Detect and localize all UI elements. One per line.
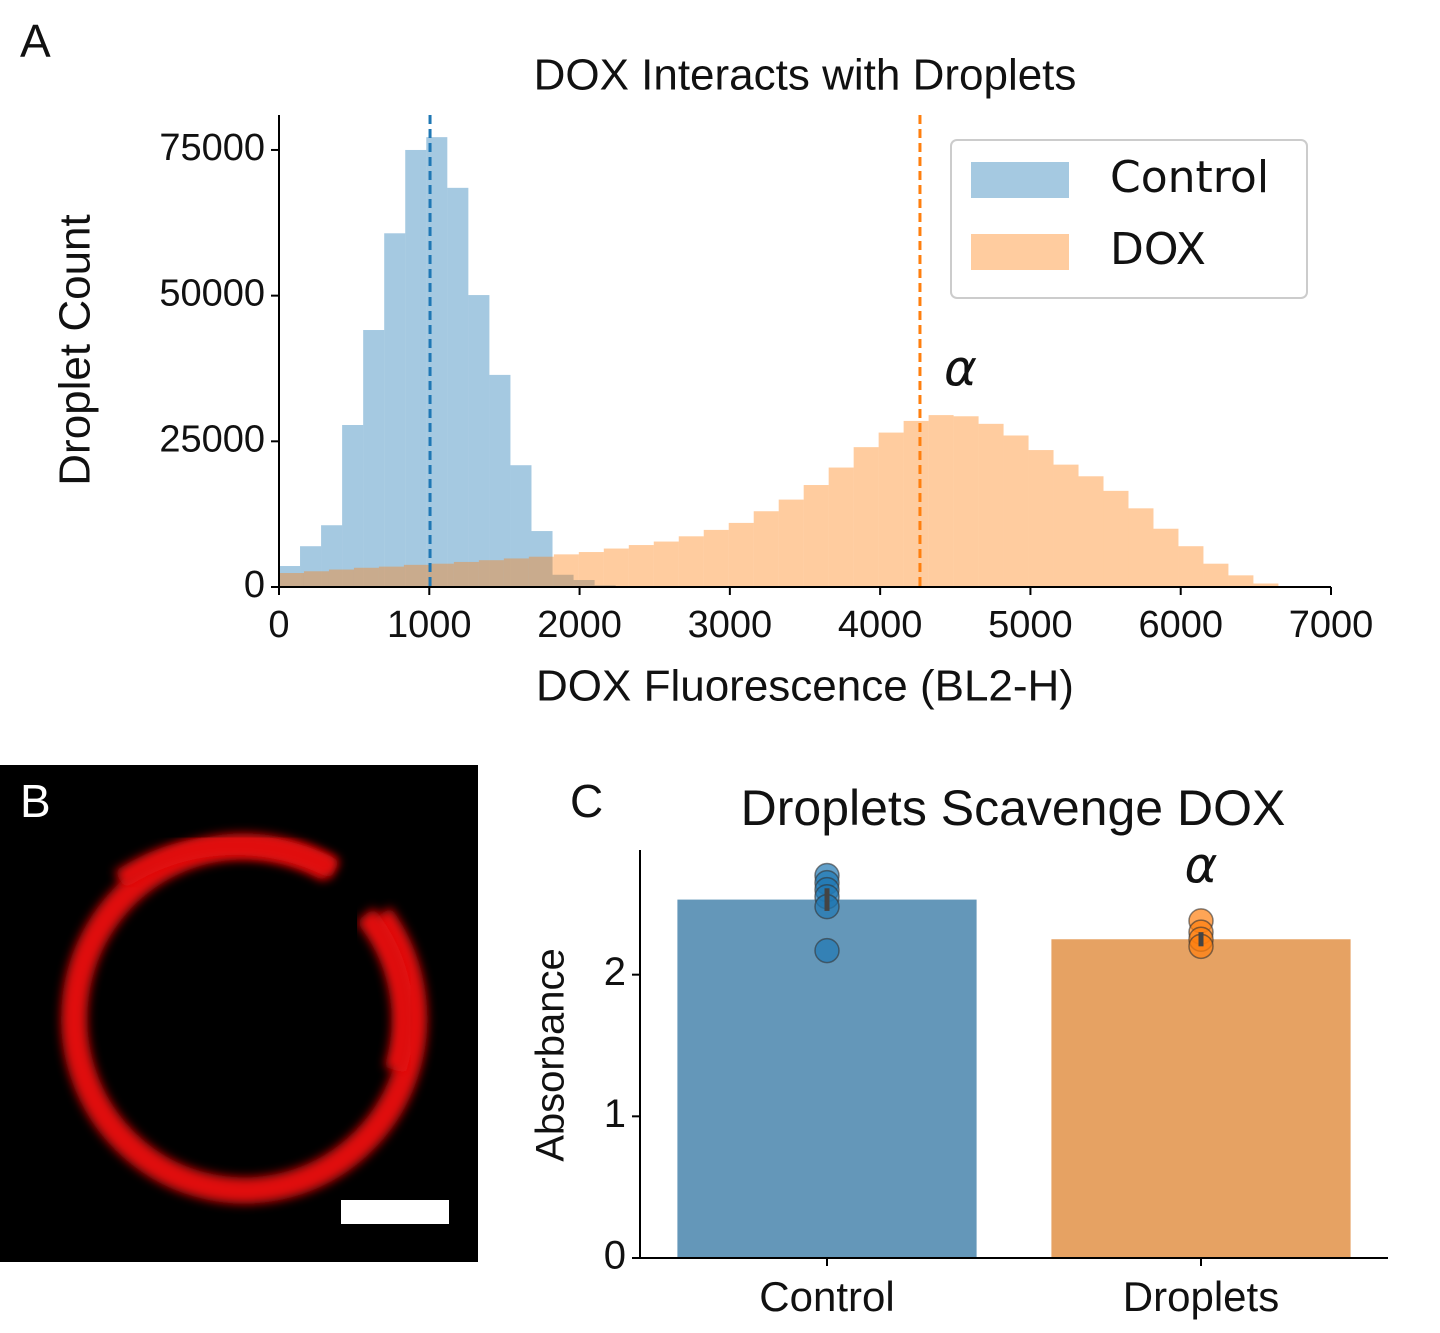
histogram-bar <box>279 566 301 587</box>
panel-label: A <box>20 15 51 67</box>
x-tick-label: 4000 <box>838 604 923 646</box>
histogram-bar <box>384 233 406 587</box>
scale-bar <box>341 1200 449 1224</box>
histogram-bar <box>353 567 379 587</box>
y-tick-label: 0 <box>244 564 265 606</box>
histogram-bar <box>328 569 354 587</box>
histogram-bar <box>1178 546 1204 587</box>
x-tick-label: 3000 <box>688 604 773 646</box>
histogram-bar <box>853 447 879 587</box>
annotation: α <box>1185 836 1218 894</box>
x-tick-label: 0 <box>268 604 289 646</box>
x-tick-label: 1000 <box>387 604 472 646</box>
histogram-bar <box>778 499 804 587</box>
histogram-bar <box>426 137 448 588</box>
legend-box <box>950 139 1308 299</box>
y-axis-label: Droplet Count <box>51 214 100 485</box>
histogram-bar <box>803 485 829 587</box>
histogram-bar <box>728 522 754 587</box>
x-tick-label: 7000 <box>1289 604 1374 646</box>
histogram-bar <box>478 560 504 587</box>
y-axis-label: Absorbance <box>529 948 573 1161</box>
histogram-bar <box>300 546 322 587</box>
histogram-bar <box>405 149 427 588</box>
histogram-bar <box>703 529 729 587</box>
histogram-bar <box>553 554 579 587</box>
histogram-bar <box>678 536 704 587</box>
histogram-bar <box>303 571 329 587</box>
histogram-bar <box>1228 575 1254 587</box>
data-point <box>814 937 840 964</box>
histogram-bar <box>1078 476 1104 587</box>
chart-title: Droplets Scavenge DOX <box>741 780 1286 836</box>
y-tick-label: 0 <box>604 1234 626 1278</box>
x-tick-label: 6000 <box>1138 604 1223 646</box>
annotation: α <box>944 340 977 398</box>
histogram-bar <box>468 295 490 587</box>
panel-b-image: B <box>0 765 478 1262</box>
y-tick-label: 1 <box>604 1092 626 1136</box>
histogram-bar <box>552 574 574 587</box>
histogram-bar <box>928 415 954 587</box>
histogram-bar <box>453 561 479 587</box>
y-tick-label: 2 <box>604 950 626 994</box>
histogram-bar <box>531 531 553 587</box>
histogram-bar <box>1053 464 1079 587</box>
histogram-bar <box>953 416 979 587</box>
histogram-bar <box>828 467 854 587</box>
histogram-bar <box>321 525 343 587</box>
x-tick-label: 5000 <box>988 604 1073 646</box>
histogram-bar <box>510 465 532 587</box>
histogram-bar <box>578 552 604 587</box>
histogram-bar <box>1028 450 1054 587</box>
histogram-bar <box>653 541 679 587</box>
panel-label: C <box>570 775 603 827</box>
y-tick-label: 25000 <box>159 418 265 460</box>
y-tick-label: 50000 <box>159 273 265 315</box>
histogram-bar <box>342 425 364 587</box>
histogram-bar <box>428 563 454 587</box>
legend-swatch <box>971 162 1069 198</box>
x-tick-label: Droplets <box>1123 1273 1279 1320</box>
histogram-bar <box>1203 563 1229 587</box>
histogram-bar <box>753 511 779 587</box>
chart-title: DOX Interacts with Droplets <box>534 51 1077 100</box>
x-tick-label: Control <box>759 1273 894 1320</box>
histogram-bar <box>1153 528 1179 587</box>
bar <box>1051 939 1351 1258</box>
legend-label: Control <box>1110 152 1269 203</box>
y-tick-label: 75000 <box>159 127 265 169</box>
histogram-bar <box>378 566 404 587</box>
histogram-bar <box>628 545 654 587</box>
histogram-bar <box>603 548 629 587</box>
histogram-bar <box>528 556 554 587</box>
histogram-bar <box>447 187 469 587</box>
legend-swatch <box>971 234 1069 270</box>
histogram-bar <box>903 420 929 587</box>
histogram-bar <box>878 432 904 587</box>
histogram-bar <box>403 564 429 587</box>
histogram-bar <box>1103 490 1129 587</box>
ring-fragment <box>114 834 340 889</box>
histogram-bar <box>363 330 385 587</box>
histogram-bar <box>978 423 1004 587</box>
legend-label: DOX <box>1110 224 1206 275</box>
histogram-bar <box>573 580 595 587</box>
ring-fragment <box>356 908 414 1074</box>
histogram-bar <box>1128 508 1154 587</box>
panel-label: B <box>20 775 51 827</box>
histogram-bar <box>1003 435 1029 587</box>
histogram-bar <box>1253 583 1279 587</box>
histogram-bar <box>503 558 529 587</box>
x-tick-label: 2000 <box>537 604 622 646</box>
histogram-bar <box>489 374 511 587</box>
histogram-bar <box>279 573 304 587</box>
x-axis-label: DOX Fluorescence (BL2-H) <box>536 662 1074 711</box>
